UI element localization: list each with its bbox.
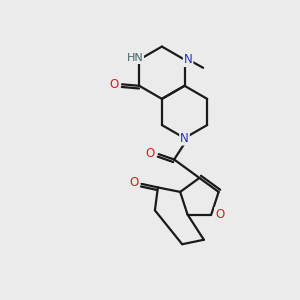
Text: O: O	[215, 208, 224, 221]
Text: HN: HN	[126, 53, 143, 63]
Text: N: N	[180, 132, 189, 145]
Text: N: N	[184, 53, 193, 66]
Text: O: O	[129, 176, 138, 189]
Text: O: O	[109, 78, 119, 91]
Text: O: O	[146, 147, 155, 160]
